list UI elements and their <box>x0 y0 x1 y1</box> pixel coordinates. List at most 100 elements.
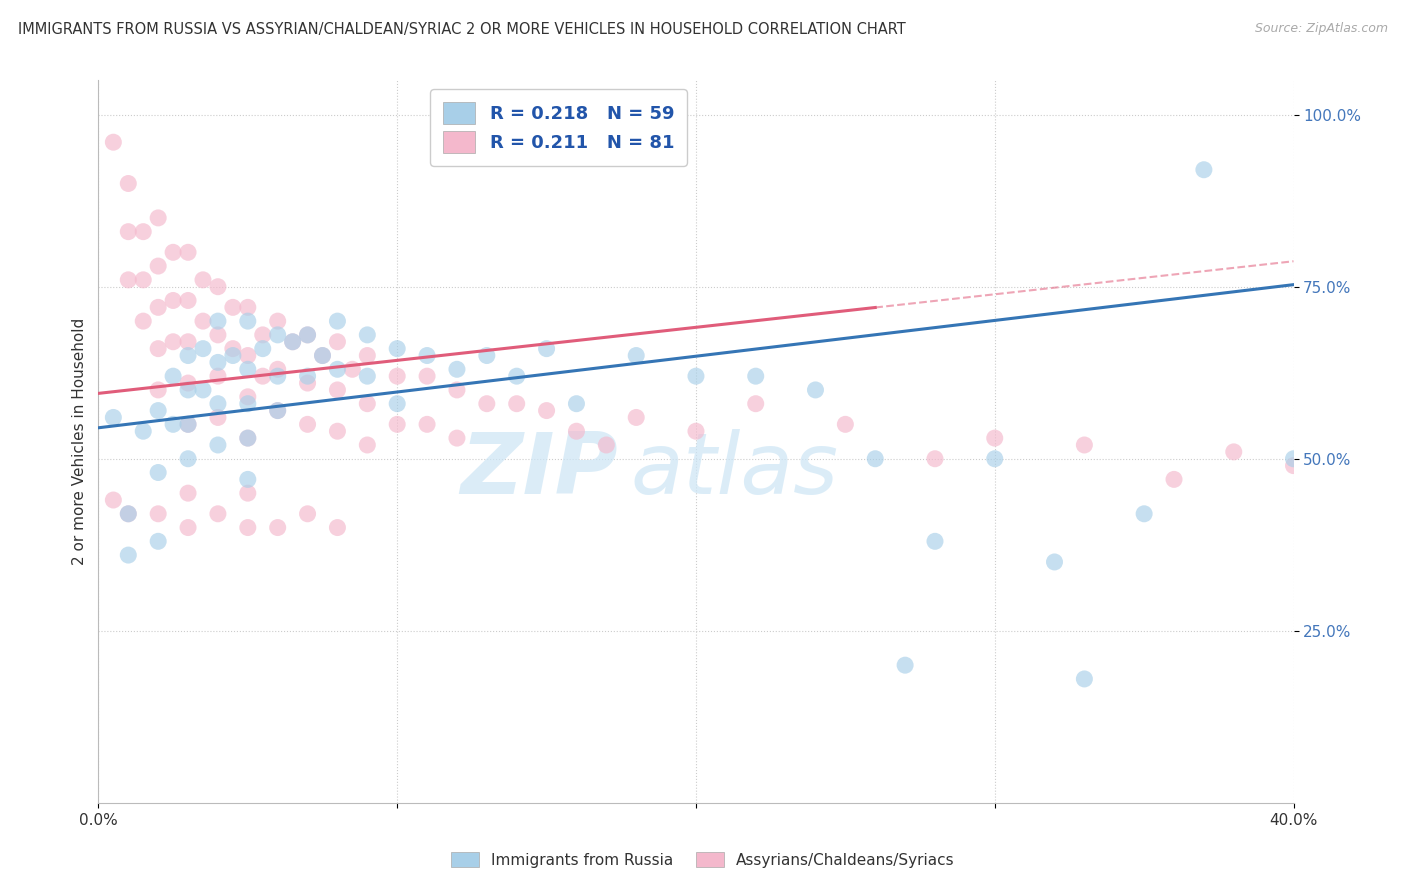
Point <box>236 349 259 363</box>
Point <box>326 334 349 349</box>
Point <box>267 314 290 328</box>
Point <box>385 342 409 356</box>
Point <box>1223 445 1246 459</box>
Point <box>177 486 200 500</box>
Point <box>236 431 259 445</box>
Point <box>117 507 139 521</box>
Point <box>148 507 170 521</box>
Point <box>267 327 290 342</box>
Point <box>207 397 229 411</box>
Point <box>1043 555 1066 569</box>
Point <box>117 225 139 239</box>
Point <box>342 362 364 376</box>
Point <box>865 451 887 466</box>
Point <box>685 424 707 438</box>
Point <box>745 369 768 384</box>
Point <box>148 466 170 480</box>
Point <box>1073 438 1095 452</box>
Point <box>177 245 200 260</box>
Point <box>148 383 170 397</box>
Point <box>804 383 827 397</box>
Point <box>117 273 139 287</box>
Point <box>356 438 378 452</box>
Point <box>446 362 468 376</box>
Point <box>103 410 125 425</box>
Point <box>177 520 200 534</box>
Point <box>536 403 558 417</box>
Point <box>326 424 349 438</box>
Point <box>924 451 946 466</box>
Point <box>207 369 229 384</box>
Point <box>162 417 184 432</box>
Point <box>207 410 229 425</box>
Point <box>222 349 245 363</box>
Point <box>356 369 378 384</box>
Point <box>162 245 184 260</box>
Point <box>446 383 468 397</box>
Point <box>191 273 214 287</box>
Point <box>252 369 274 384</box>
Point <box>267 520 290 534</box>
Point <box>252 327 274 342</box>
Point <box>132 273 155 287</box>
Point <box>745 397 768 411</box>
Point <box>297 327 319 342</box>
Point <box>385 417 409 432</box>
Point <box>297 327 319 342</box>
Point <box>475 397 498 411</box>
Point <box>297 369 319 384</box>
Point <box>1282 458 1305 473</box>
Point <box>326 520 349 534</box>
Y-axis label: 2 or more Vehicles in Household: 2 or more Vehicles in Household <box>72 318 87 566</box>
Point <box>207 314 229 328</box>
Point <box>148 301 170 315</box>
Point <box>191 383 214 397</box>
Point <box>475 349 498 363</box>
Point <box>148 342 170 356</box>
Point <box>207 438 229 452</box>
Point <box>236 301 259 315</box>
Point <box>236 314 259 328</box>
Point <box>117 177 139 191</box>
Point <box>626 349 648 363</box>
Point <box>626 410 648 425</box>
Point <box>281 334 304 349</box>
Point <box>148 211 170 225</box>
Point <box>297 417 319 432</box>
Point <box>207 327 229 342</box>
Point <box>132 314 155 328</box>
Point <box>191 314 214 328</box>
Point <box>565 424 588 438</box>
Point <box>1282 451 1305 466</box>
Point <box>1192 162 1215 177</box>
Point <box>117 507 139 521</box>
Point <box>222 342 245 356</box>
Point <box>117 548 139 562</box>
Point <box>984 431 1007 445</box>
Point <box>207 507 229 521</box>
Point <box>236 390 259 404</box>
Text: IMMIGRANTS FROM RUSSIA VS ASSYRIAN/CHALDEAN/SYRIAC 2 OR MORE VEHICLES IN HOUSEHO: IMMIGRANTS FROM RUSSIA VS ASSYRIAN/CHALD… <box>18 22 905 37</box>
Point <box>385 397 409 411</box>
Point <box>506 369 529 384</box>
Point <box>311 349 333 363</box>
Point <box>132 424 155 438</box>
Point <box>236 397 259 411</box>
Point <box>416 349 439 363</box>
Point <box>536 342 558 356</box>
Point <box>506 397 529 411</box>
Point <box>1133 507 1156 521</box>
Point <box>416 417 439 432</box>
Point <box>177 293 200 308</box>
Point <box>446 431 468 445</box>
Legend: Immigrants from Russia, Assyrians/Chaldeans/Syriacs: Immigrants from Russia, Assyrians/Chalde… <box>444 844 962 875</box>
Point <box>177 383 200 397</box>
Point <box>177 376 200 390</box>
Point <box>984 451 1007 466</box>
Text: Source: ZipAtlas.com: Source: ZipAtlas.com <box>1254 22 1388 36</box>
Point <box>177 417 200 432</box>
Point <box>177 349 200 363</box>
Point <box>326 362 349 376</box>
Point <box>252 342 274 356</box>
Point <box>385 369 409 384</box>
